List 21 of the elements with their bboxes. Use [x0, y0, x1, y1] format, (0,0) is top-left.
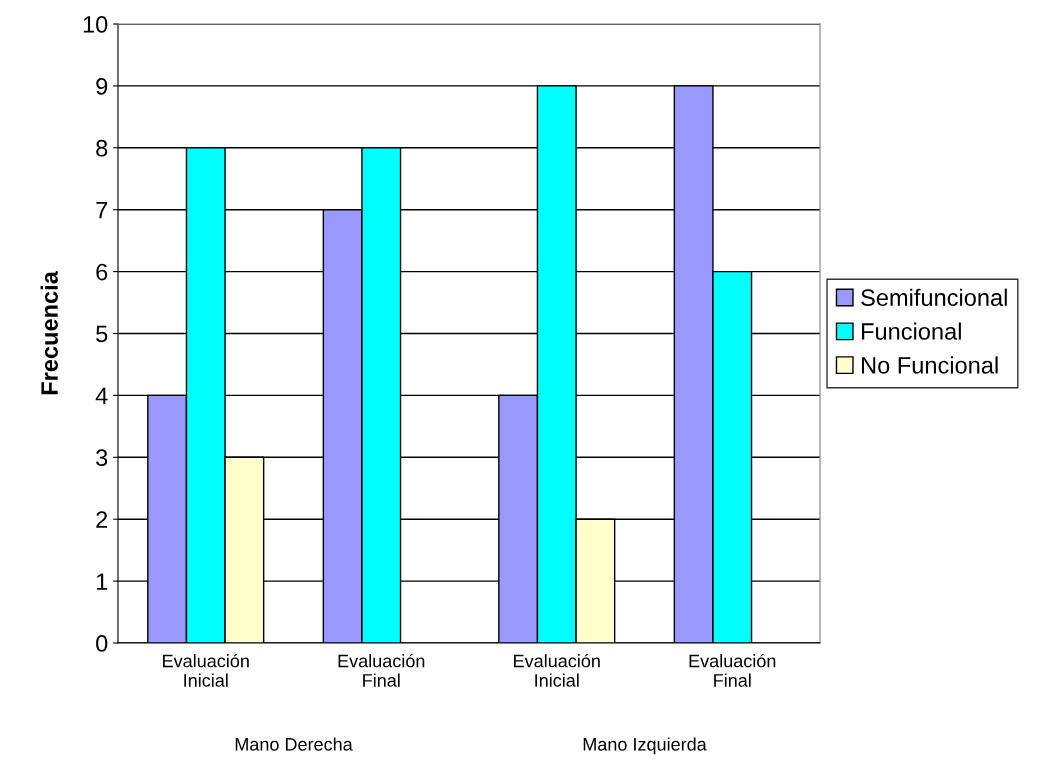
legend-label: Semifuncional	[861, 288, 1007, 307]
y-axis-title: Frecuencia	[40, 271, 58, 395]
y-tick-label: 7	[96, 202, 108, 219]
legend-label: Funcional	[862, 322, 961, 340]
y-tick-label: 9	[96, 77, 108, 95]
y-tick-label: 1	[96, 573, 108, 590]
y-tick-label: 0	[96, 635, 108, 652]
y-tick-label: 8	[96, 139, 108, 157]
x-tick-label: Evaluación Inicial	[514, 653, 600, 687]
x-tick-label: Evaluación Inicial	[163, 653, 249, 687]
legend-label: No Funcional	[862, 356, 998, 374]
y-tick-label: 4	[95, 387, 108, 404]
text: Mano Izquierda	[583, 737, 707, 755]
y-tick-label: 2	[96, 511, 108, 528]
y-tick-label: 6	[96, 263, 108, 281]
x-tick-label: Evaluación Final	[338, 653, 425, 687]
y-tick-label: 3	[96, 449, 108, 467]
y-tick-label: 5	[96, 325, 108, 343]
y-tick-label: 10	[83, 16, 108, 33]
text: Mano Derecha	[235, 737, 353, 751]
x-tick-label: Evaluación Final	[689, 653, 776, 687]
